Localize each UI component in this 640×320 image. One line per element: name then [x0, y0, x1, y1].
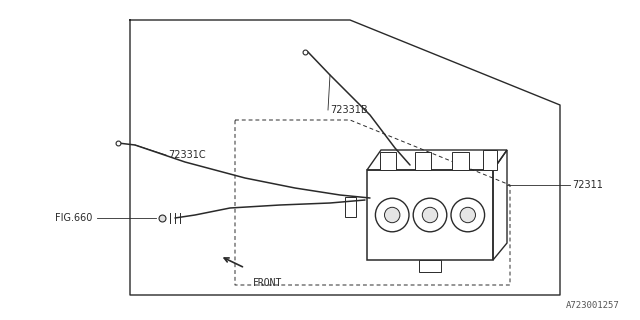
Circle shape	[376, 198, 409, 232]
Text: FRONT: FRONT	[253, 278, 282, 288]
Bar	[452, 152, 469, 170]
Text: 72331C: 72331C	[168, 150, 205, 160]
Bar	[344, 197, 356, 217]
Circle shape	[422, 207, 438, 223]
Circle shape	[385, 207, 400, 223]
Circle shape	[460, 207, 476, 223]
Text: FIG.660: FIG.660	[55, 213, 92, 223]
Bar	[415, 152, 431, 170]
Text: A723001257: A723001257	[566, 301, 620, 310]
Text: 72311: 72311	[572, 180, 603, 190]
Circle shape	[451, 198, 484, 232]
Text: 72331B: 72331B	[330, 105, 367, 115]
Circle shape	[413, 198, 447, 232]
Bar	[419, 260, 441, 272]
Bar	[380, 152, 396, 170]
Bar	[483, 150, 497, 170]
